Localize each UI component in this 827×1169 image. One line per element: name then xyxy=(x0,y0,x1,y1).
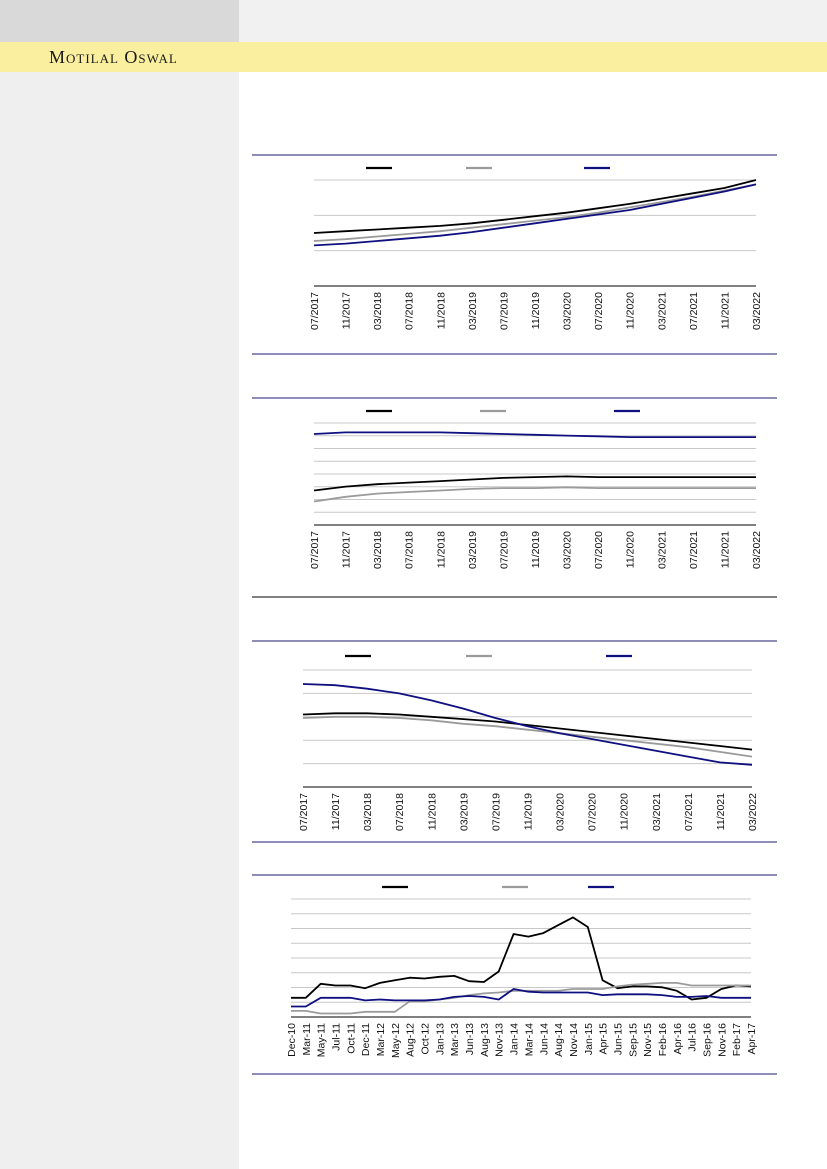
chart1-tick-label: 07/2017 xyxy=(309,292,321,330)
chart3-tick-label: 07/2017 xyxy=(298,793,310,831)
chart1-series-grey xyxy=(313,183,757,242)
chart3-tick-label: 11/2019 xyxy=(523,793,535,830)
chart2-tick-label: 11/2019 xyxy=(530,531,542,568)
chart4-tick-label: Oct-12 xyxy=(420,1023,432,1055)
chart2-tick-label: 11/2018 xyxy=(435,531,447,568)
chart4-tick-label: Nov-15 xyxy=(642,1023,654,1057)
brand-bar xyxy=(0,42,827,72)
chart3-tick-label: 11/2018 xyxy=(426,793,438,830)
chart3-tick-label: 03/2019 xyxy=(458,793,470,831)
chart4-tick-label: Mar-12 xyxy=(375,1023,387,1056)
chart1-tick-label: 03/2021 xyxy=(656,292,668,330)
chart2-tick-label: 07/2019 xyxy=(498,531,510,569)
chart2-series-black xyxy=(313,475,756,492)
chart1-tick-label: 03/2018 xyxy=(372,292,384,330)
chart4-tick-label: Jan-15 xyxy=(583,1023,595,1055)
chart1-tick-label: 03/2020 xyxy=(562,292,574,330)
chart4-tick-label: Feb-17 xyxy=(731,1023,743,1056)
chart4-tick-label: Apr-17 xyxy=(746,1023,758,1055)
chart2-tick-label: 03/2022 xyxy=(751,531,763,569)
chart1-tick-label: 07/2020 xyxy=(593,292,605,330)
chart2-tick-label: 11/2017 xyxy=(341,531,353,568)
chart2-tick-label: 11/2020 xyxy=(625,531,637,568)
chart4-series-navy xyxy=(291,988,751,1008)
left-margin-panel xyxy=(0,0,239,1169)
chart3-tick-label: 03/2020 xyxy=(555,793,567,831)
chart4-tick-label: Jan-14 xyxy=(509,1023,521,1055)
chart4-tick-label: Jun-14 xyxy=(538,1023,550,1055)
chart4-tick-label: Mar-13 xyxy=(449,1023,461,1056)
chart4-tick-label: Aug-13 xyxy=(479,1023,491,1057)
header-block-right xyxy=(239,0,827,42)
chart1-series-black xyxy=(313,179,757,234)
chart3-series-black xyxy=(302,712,753,751)
chart4-series-black xyxy=(291,916,752,1001)
chart4-tick-label: Nov-16 xyxy=(716,1023,728,1057)
chart4-tick-label: May-11 xyxy=(316,1023,328,1057)
chart2-tick-label: 03/2018 xyxy=(372,531,384,569)
chart1-tick-label: 07/2021 xyxy=(688,292,700,330)
brand-logo-text: Motilal Oswal xyxy=(49,47,178,67)
chart1-tick-label: 11/2021 xyxy=(719,292,731,329)
chart3-series-navy xyxy=(302,683,753,766)
chart4-tick-label: Jan-13 xyxy=(434,1023,446,1055)
chart1-tick-label: 07/2018 xyxy=(404,292,416,330)
chart4-tick-label: Jun-15 xyxy=(612,1023,624,1055)
chart2-tick-label: 07/2020 xyxy=(593,531,605,569)
chart4-tick-label: Oct-11 xyxy=(345,1023,357,1054)
chart4-tick-label: Apr-16 xyxy=(672,1023,684,1055)
chart1-tick-label: 11/2017 xyxy=(341,292,353,329)
chart3-tick-label: 03/2022 xyxy=(747,793,759,831)
chart2-tick-label: 03/2019 xyxy=(467,531,479,569)
chart4-tick-label: Dec-11 xyxy=(360,1023,372,1056)
chart2-tick-label: 03/2021 xyxy=(656,531,668,569)
chart2-tick-label: 03/2020 xyxy=(562,531,574,569)
chart2-tick-label: 07/2017 xyxy=(309,531,321,569)
chart4-tick-label: Aug-12 xyxy=(405,1023,417,1057)
header-block-left xyxy=(0,0,239,42)
chart4-tick-label: Mar-14 xyxy=(523,1023,535,1056)
chart2-series-navy xyxy=(313,431,756,438)
chart4-tick-label: Apr-15 xyxy=(598,1023,610,1055)
chart4-tick-label: Dec-10 xyxy=(286,1023,298,1057)
chart4-tick-label: Jul-16 xyxy=(687,1023,699,1052)
chart3-tick-label: 07/2020 xyxy=(587,793,599,831)
chart1-tick-label: 11/2018 xyxy=(435,292,447,329)
chart3-tick-label: 07/2018 xyxy=(394,793,406,831)
chart-layer: 07/2017 11/2017 03/2018 07/2018 11/2018 03/20… xyxy=(286,166,763,1058)
chart2-tick-label: 07/2021 xyxy=(688,531,700,569)
chart4-tick-label: Sep-15 xyxy=(627,1023,639,1057)
chart3-tick-label: 03/2021 xyxy=(651,793,663,831)
chart1-tick-label: 11/2020 xyxy=(625,292,637,329)
chart4-tick-label: Feb-16 xyxy=(657,1023,669,1056)
chart4-tick-label: Nov-13 xyxy=(494,1023,506,1057)
chart3-tick-label: 07/2021 xyxy=(683,793,695,831)
chart2-tick-label: 07/2018 xyxy=(404,531,416,569)
chart2-series-grey xyxy=(313,486,756,503)
chart3-tick-label: 11/2021 xyxy=(715,793,727,830)
chart2-tick-label: 11/2021 xyxy=(719,531,731,568)
chart4-tick-label: Sep-16 xyxy=(701,1023,713,1057)
chart4-tick-label: Mar-11 xyxy=(301,1023,313,1056)
chart1-tick-label: 07/2019 xyxy=(498,292,510,330)
chart4-tick-label: Aug-14 xyxy=(553,1023,565,1057)
chart1-tick-label: 03/2019 xyxy=(467,292,479,330)
chart3-series-grey xyxy=(302,715,753,758)
chart1-tick-label: 11/2019 xyxy=(530,292,542,329)
chart1-series-navy xyxy=(313,183,757,247)
chart3-tick-label: 11/2017 xyxy=(330,793,342,830)
chart3-tick-label: 07/2019 xyxy=(490,793,502,831)
chart3-tick-label: 11/2020 xyxy=(619,793,631,830)
chart4-tick-label: Jun-13 xyxy=(464,1023,476,1055)
chart4-tick-label: Nov-14 xyxy=(568,1023,580,1057)
chart3-tick-label: 03/2018 xyxy=(362,793,374,831)
chart1-tick-label: 03/2022 xyxy=(751,292,763,330)
chart4-tick-label: May-12 xyxy=(390,1023,402,1058)
chart4-tick-label: Jul-11 xyxy=(331,1023,343,1051)
